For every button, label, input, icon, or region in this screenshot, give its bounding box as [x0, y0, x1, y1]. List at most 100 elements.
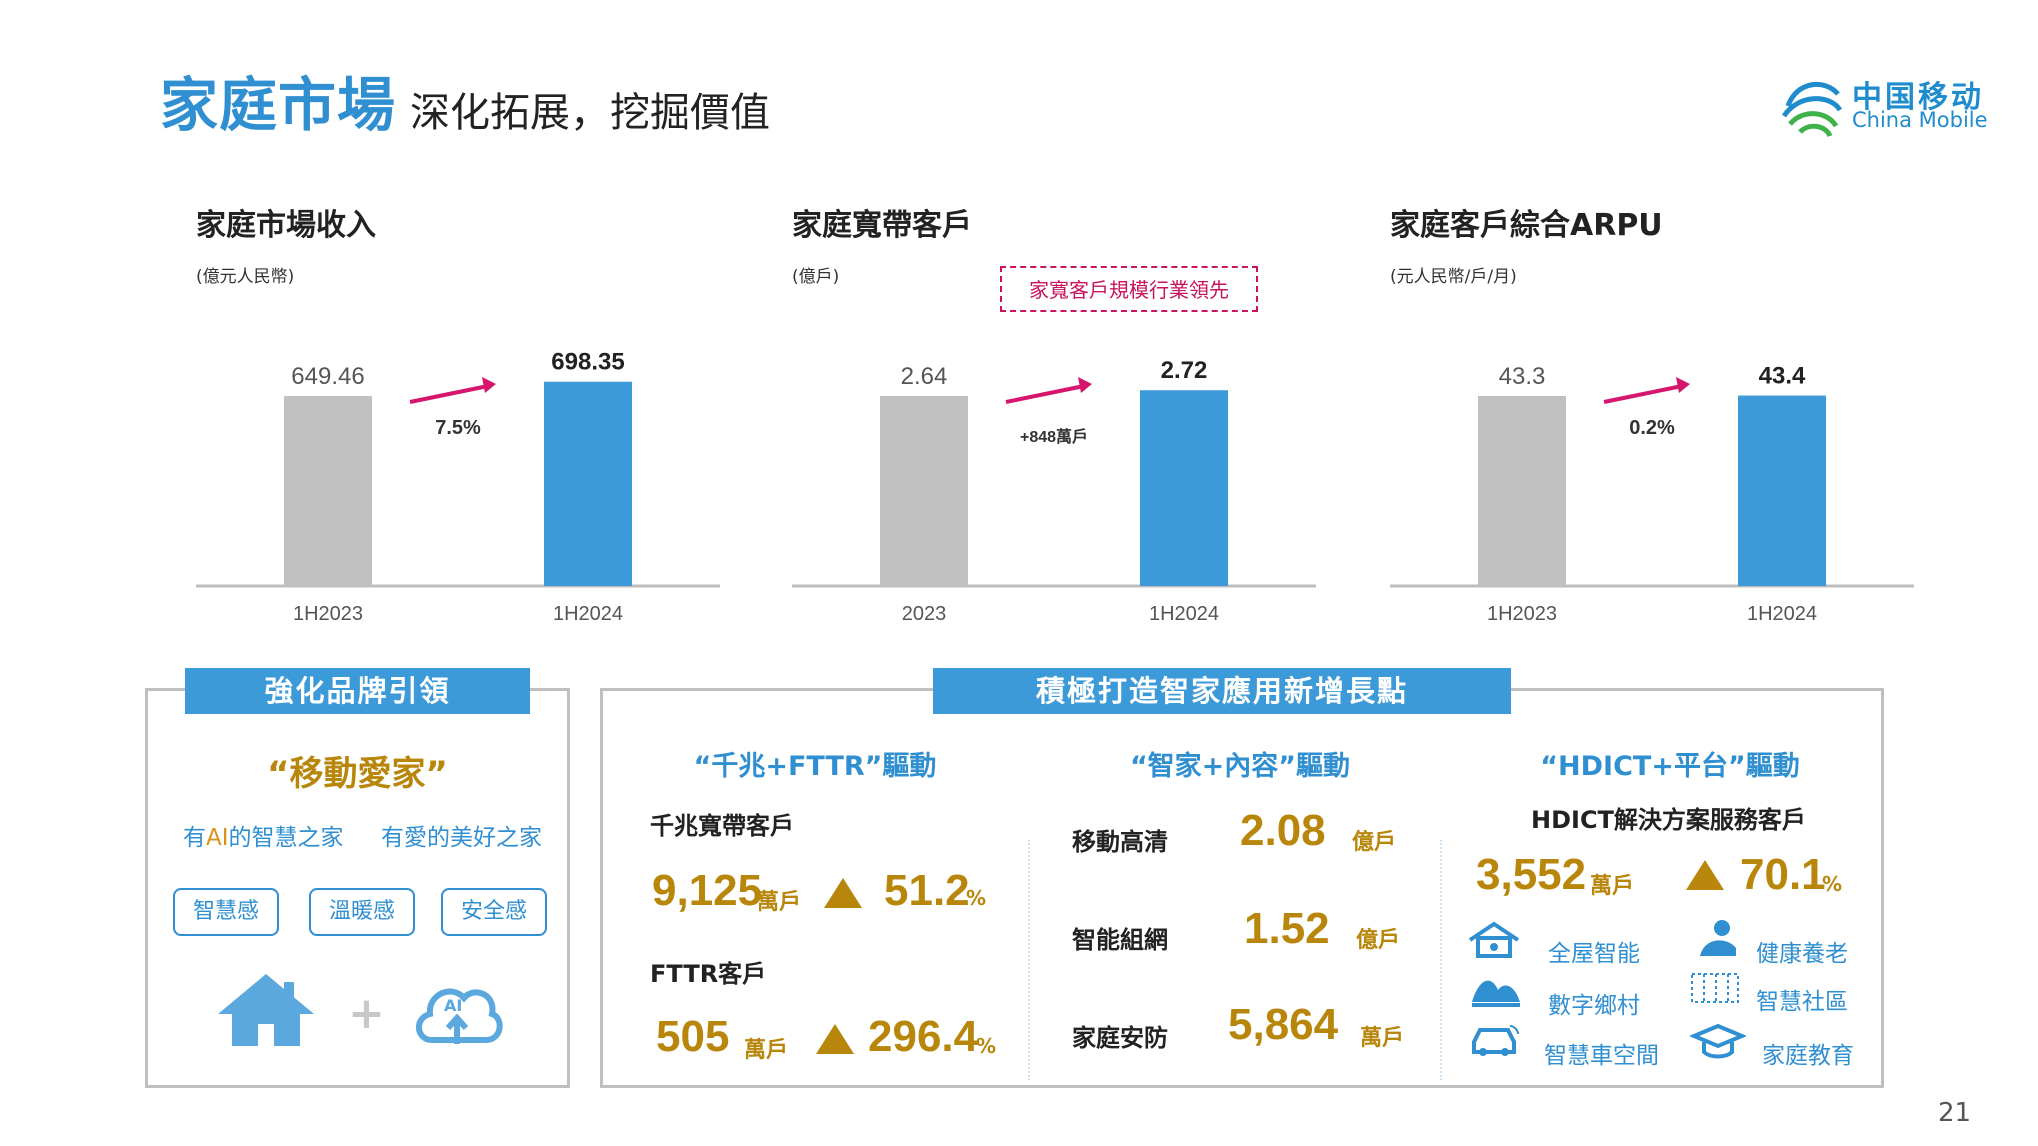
bar-1H2023 — [284, 396, 372, 586]
app-label-village: 數字鄉村 — [1548, 993, 1640, 1019]
house-icon — [218, 974, 314, 1046]
smart-home-banner: 積極打造智家應用新增長點 — [933, 668, 1511, 714]
ai-cloud-icon — [416, 988, 503, 1044]
broadband-chart: 2.64 2023 2.72 1H2024 +848萬戶 — [792, 357, 1316, 625]
growth-arrow — [409, 384, 489, 404]
app-label-elderly-care: 健康養老 — [1756, 941, 1848, 967]
brand-banner: 強化品牌引領 — [185, 668, 530, 714]
data-label: 43.4 — [1759, 363, 1806, 390]
chart-unit-arpu: (元人民幣/戶/月) — [1390, 267, 1517, 287]
hdict-section-title: “HDICT+平台”驅動 — [1540, 751, 1800, 782]
gigabit-customers-value: 9,125 — [652, 866, 763, 915]
ai-cloud-text: AI — [444, 996, 463, 1015]
chart-unit-broadband: (億戶) — [792, 267, 840, 287]
broadband-callout: 家寬客戶規模行業領先 — [1000, 266, 1258, 312]
hdict-growth-pct: % — [1822, 872, 1843, 896]
chart-title-arpu: 家庭客戶綜合ARPU — [1390, 208, 1663, 243]
app-label-car: 智慧車空間 — [1544, 1043, 1659, 1069]
growth-arrowhead — [1078, 377, 1092, 393]
x-tick-label: 1H2023 — [293, 603, 363, 625]
tagline-love-home: 有愛的美好之家 — [381, 825, 542, 851]
tagline-ai-home: 有AI的智慧之家 — [183, 825, 344, 851]
revenue-chart: 649.46 1H2023 698.35 1H2024 7.5% — [196, 349, 720, 625]
fttr-growth-value: 296.4 — [868, 1012, 979, 1061]
bar-1H2023 — [1478, 396, 1566, 586]
gigabit-customers-unit: 萬戶 — [757, 890, 802, 915]
page-title: 家庭市場 — [160, 71, 397, 139]
gigabit-growth-value: 51.2 — [884, 866, 970, 915]
growth-label: 0.2% — [1629, 417, 1675, 439]
smart-home-icon — [1468, 921, 1520, 958]
fttr-customers-value: 505 — [656, 1012, 730, 1061]
gigabit-section-title: “千兆+FTTR”驅動 — [693, 751, 937, 782]
data-label: 43.3 — [1499, 363, 1546, 390]
hd-unit: 億戶 — [1352, 830, 1397, 855]
bar-1H2024 — [1140, 390, 1228, 586]
growth-label: 7.5% — [435, 417, 481, 439]
hdict-customers-value: 3,552 — [1476, 850, 1587, 899]
chart-title-revenue: 家庭市場收入 — [196, 208, 376, 243]
growth-label: +848萬戶 — [1020, 427, 1088, 446]
pill-warm: 溫暖感 — [309, 888, 415, 936]
smart-home-panel — [600, 688, 1884, 1088]
up-triangle-icon — [1686, 860, 1724, 890]
x-tick-label: 1H2024 — [1149, 603, 1219, 625]
gigabit-customers-label: 千兆寬帶客戶 — [650, 812, 794, 840]
security-label: 家庭安防 — [1072, 1024, 1168, 1052]
divider-1 — [1028, 840, 1030, 1080]
community-icon — [1691, 973, 1739, 1003]
chart-unit-revenue: (億元人民幣) — [196, 267, 295, 287]
logo-english-text: China Mobile — [1852, 108, 1988, 132]
chart-title-broadband: 家庭寬帶客戶 — [792, 208, 972, 243]
hd-value: 2.08 — [1240, 806, 1326, 855]
security-unit: 萬戶 — [1360, 1026, 1405, 1051]
gigabit-growth-pct: % — [966, 886, 987, 910]
bar-1H2024 — [1738, 395, 1826, 586]
content-section-title: “智家+內容”驅動 — [1129, 751, 1351, 782]
divider-2 — [1440, 840, 1442, 1080]
data-label: 698.35 — [551, 349, 624, 376]
networking-value: 1.52 — [1244, 904, 1330, 953]
china-mobile-logo — [1781, 82, 1843, 138]
arpu-chart: 43.3 1H2023 43.4 1H2024 0.2% — [1390, 363, 1914, 625]
pill-safe: 安全感 — [441, 888, 547, 936]
data-label: 649.46 — [291, 363, 364, 390]
x-tick-label: 1H2024 — [1747, 603, 1817, 625]
growth-arrow — [1603, 384, 1683, 404]
growth-arrowhead — [482, 377, 496, 393]
fttr-growth-pct: % — [976, 1034, 997, 1058]
security-value: 5,864 — [1228, 1000, 1339, 1049]
networking-label: 智能組網 — [1072, 926, 1168, 954]
hdict-customers-unit: 萬戶 — [1590, 874, 1635, 899]
app-label-smart-home: 全屋智能 — [1548, 941, 1640, 967]
x-tick-label: 1H2023 — [1487, 603, 1557, 625]
growth-arrow — [1005, 384, 1085, 404]
page-number: 21 — [1938, 1098, 1972, 1128]
up-triangle-icon — [816, 1024, 854, 1054]
networking-unit: 億戶 — [1356, 928, 1401, 953]
bar-1H2024 — [544, 381, 632, 586]
graduation-cap-icon — [1690, 1024, 1746, 1059]
plus-sign: + — [348, 988, 385, 1039]
village-icon — [1472, 980, 1520, 1007]
logo-chinese-text: 中国移动 — [1852, 80, 1984, 115]
growth-arrowhead — [1676, 377, 1690, 393]
brand-slogan: “移動愛家” — [267, 754, 448, 794]
hdict-customers-label: HDICT解決方案服務客戶 — [1531, 806, 1806, 834]
up-triangle-icon — [824, 878, 862, 908]
x-tick-label: 2023 — [902, 603, 947, 625]
car-icon — [1472, 1025, 1519, 1056]
elderly-care-icon — [1700, 920, 1736, 956]
hd-label: 移動高清 — [1072, 828, 1168, 856]
x-tick-label: 1H2024 — [553, 603, 623, 625]
page-subtitle: 深化拓展，挖掘價值 — [410, 90, 770, 136]
app-label-education: 家庭教育 — [1762, 1043, 1854, 1069]
hdict-growth-value: 70.1 — [1740, 850, 1826, 899]
fttr-customers-unit: 萬戶 — [744, 1038, 789, 1063]
data-label: 2.64 — [901, 363, 948, 390]
fttr-customers-label: FTTR客戶 — [650, 960, 767, 988]
app-label-community: 智慧社區 — [1756, 989, 1848, 1015]
data-label: 2.72 — [1161, 357, 1208, 384]
bar-2023 — [880, 396, 968, 586]
pill-smart: 智慧感 — [173, 888, 279, 936]
